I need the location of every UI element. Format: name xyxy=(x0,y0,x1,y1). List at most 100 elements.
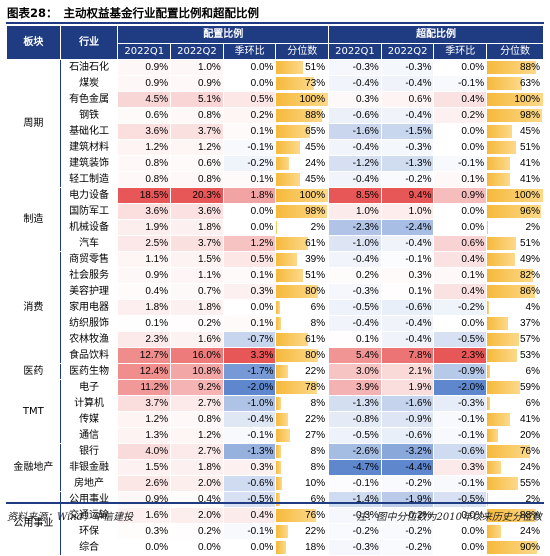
overweight-value: -0.3% xyxy=(328,59,382,76)
industry-cell: 美容护理 xyxy=(59,283,119,300)
percentile-bar xyxy=(487,509,537,522)
percentile-value: 88% xyxy=(519,62,540,73)
overweight-value: -0.1% xyxy=(433,155,488,172)
percentile-bar xyxy=(487,173,511,186)
header-col: 2022Q2 xyxy=(380,43,435,60)
allocation-value: 1.2% xyxy=(117,139,172,156)
overweight-value: -0.5% xyxy=(328,299,382,316)
overweight-value: 0.6% xyxy=(433,235,488,252)
percentile-bar xyxy=(487,477,518,490)
table-row: 金融地产 银行 4.0% 2.7% -1.3% 8% -2.6% -3.2% -0.6% 76% xyxy=(6,443,544,492)
overweight-value: 0.0% xyxy=(433,219,488,236)
percentile-bar xyxy=(276,237,308,250)
allocation-value: 0.1% xyxy=(222,267,277,284)
allocation-value: -1.0% xyxy=(222,395,277,412)
percentile-cell: 98% xyxy=(486,107,544,124)
overweight-value: 0.3% xyxy=(328,91,382,108)
header-overweight: 超配比例 xyxy=(328,25,544,44)
percentile-value: 73% xyxy=(305,78,326,89)
allocation-value: 4.5% xyxy=(117,91,172,108)
percentile-cell: 63% xyxy=(486,75,544,92)
industry-cell: 银行 xyxy=(59,443,119,460)
percentile-cell: 45% xyxy=(486,123,544,140)
table-row: 建筑装饰 0.8% 0.6% -0.2% 24% -1.2% -1.3% -0.1% 41% xyxy=(7,155,544,172)
overweight-value: -0.3% xyxy=(328,539,382,556)
overweight-value: -1.6% xyxy=(380,395,435,412)
overweight-value: 7.8% xyxy=(380,347,435,364)
table-row: 家用电器 1.8% 1.8% 0.0% 6% -0.5% -0.6% -0.2% 4% xyxy=(7,299,544,316)
percentile-value: 8% xyxy=(310,318,326,329)
table-row: 传媒 1.2% 0.8% -0.4% 22% -0.8% -0.9% -0.1% 41% xyxy=(7,411,544,428)
overweight-value: 0.4% xyxy=(433,91,488,108)
allocation-value: 0.3% xyxy=(222,283,277,300)
percentile-value: 8% xyxy=(310,462,326,473)
percentile-value: 76% xyxy=(519,446,540,457)
percentile-value: 45% xyxy=(305,174,326,185)
allocation-value: 3.3% xyxy=(222,347,277,364)
overweight-value: -1.6% xyxy=(328,123,382,140)
overweight-value: 3.9% xyxy=(328,379,382,396)
overweight-value: -4.4% xyxy=(380,459,435,476)
percentile-bar xyxy=(276,141,300,154)
overweight-value: 0.3% xyxy=(433,459,488,476)
percentile-bar xyxy=(276,365,288,378)
industry-cell: 商贸零售 xyxy=(59,251,119,268)
allocation-value: 1.5% xyxy=(117,459,172,476)
allocation-value: -2.0% xyxy=(222,379,277,396)
percentile-value: 2% xyxy=(525,222,540,233)
percentile-value: 63% xyxy=(519,78,540,89)
percentile-value: 100% xyxy=(514,190,540,201)
overweight-value: 0.3% xyxy=(380,267,435,284)
percentile-cell: 10% xyxy=(275,475,330,492)
industry-cell: 食品饮料 xyxy=(59,347,119,364)
allocation-value: 0.4% xyxy=(222,507,277,524)
industry-cell: 国防军工 xyxy=(59,203,119,220)
percentile-bar xyxy=(276,461,281,474)
overweight-value: -1.3% xyxy=(380,155,435,172)
overweight-value: 0.1% xyxy=(433,171,488,188)
percentile-value: 80% xyxy=(305,350,326,361)
allocation-value: 3.6% xyxy=(117,123,172,140)
industry-cell: 有色金属 xyxy=(59,91,119,108)
percentile-cell: 41% xyxy=(486,411,544,428)
percentile-cell: 61% xyxy=(275,331,330,348)
industry-cell: 通信 xyxy=(59,427,119,444)
table-row: 美容护理 0.4% 0.7% 0.3% 80% -0.3% 0.1% 0.4% 86% xyxy=(7,283,544,300)
top-rule xyxy=(6,22,544,24)
percentile-value: 100% xyxy=(299,190,326,201)
percentile-bar xyxy=(276,93,328,106)
table-body: 周期 石油石化 0.9% 1.0% 0.0% 51% -0.3% -0.3% 0.0% 88% 煤炭… xyxy=(6,59,544,556)
allocation-value: 1.3% xyxy=(117,427,172,444)
overweight-value: -0.1% xyxy=(380,251,435,268)
allocation-value: 0.8% xyxy=(117,171,172,188)
percentile-bar xyxy=(276,301,280,314)
percentile-bar xyxy=(276,61,303,74)
overweight-value: -0.1% xyxy=(433,475,488,492)
percentile-cell: 100% xyxy=(275,187,330,204)
percentile-cell: 57% xyxy=(486,331,544,348)
overweight-value: 0.0% xyxy=(433,139,488,156)
industry-cell: 建筑材料 xyxy=(59,139,119,156)
percentile-bar xyxy=(487,77,523,90)
allocation-value: 2.6% xyxy=(117,475,172,492)
percentile-value: 45% xyxy=(305,142,326,153)
allocation-value: 0.0% xyxy=(222,299,277,316)
overweight-value: -0.2% xyxy=(433,299,488,316)
percentile-value: 45% xyxy=(519,126,540,137)
overweight-value: 0.0% xyxy=(433,539,488,556)
overweight-value: 0.2% xyxy=(433,107,488,124)
allocation-value: 3.7% xyxy=(117,395,172,412)
table-row: 综合 0.0% 0.0% 0.0% 18% -0.3% -0.2% 0.0% 90% xyxy=(7,539,544,556)
allocation-value: 2.7% xyxy=(170,443,224,460)
percentile-cell: 78% xyxy=(275,379,330,396)
overweight-value: -0.4% xyxy=(380,75,435,92)
percentile-value: 78% xyxy=(305,382,326,393)
overweight-value: -2.4% xyxy=(380,219,435,236)
percentile-cell: 55% xyxy=(486,475,544,492)
percentile-bar xyxy=(487,381,521,394)
percentile-bar xyxy=(487,317,508,330)
percentile-value: 90% xyxy=(519,542,540,553)
percentile-bar xyxy=(276,285,318,298)
overweight-value: -1.2% xyxy=(328,155,382,172)
percentile-value: 20% xyxy=(519,430,540,441)
